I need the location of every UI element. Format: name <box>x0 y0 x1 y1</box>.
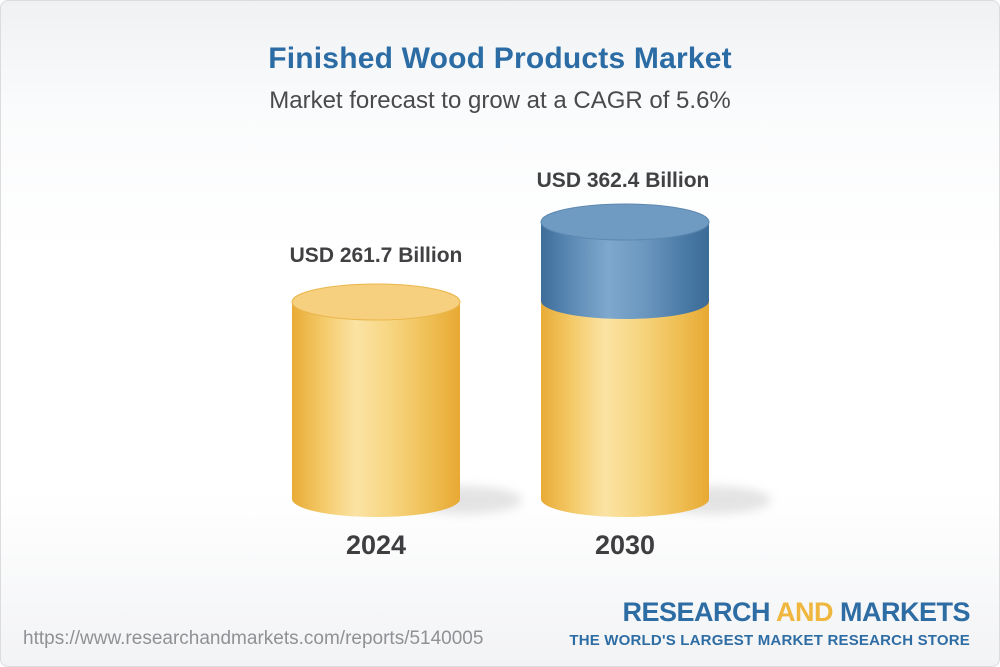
bar-2030-category-label: 2030 <box>594 530 656 560</box>
bar-2024-category-label: 2024 <box>345 530 407 560</box>
logo-word-research: RESEARCH <box>622 597 770 627</box>
bar-2024-cylinder-side <box>292 302 460 517</box>
report-url: https://www.researchandmarkets.com/repor… <box>23 628 484 649</box>
logo-wordmark: RESEARCH AND MARKETS <box>569 599 970 626</box>
logo-tagline: THE WORLD'S LARGEST MARKET RESEARCH STOR… <box>569 632 970 649</box>
logo-word-and: AND <box>775 597 834 627</box>
bar-2024-value-label: USD 261.7 Billion <box>289 244 463 267</box>
chart-subtitle: Market forecast to grow at a CAGR of 5.6… <box>269 87 731 114</box>
bar-2030-value-label: USD 362.4 Billion <box>536 169 710 192</box>
bar-2030-growth-segment <box>541 222 709 319</box>
bar-2024-cylinder-top <box>291 283 461 321</box>
research-and-markets-logo: RESEARCH AND MARKETS THE WORLD'S LARGEST… <box>569 599 970 649</box>
chart-title: Finished Wood Products Market <box>268 42 732 75</box>
logo-word-markets: MARKETS <box>840 597 971 627</box>
bar-2030-base-segment <box>541 285 709 517</box>
bar-2030-cylinder-top <box>540 203 710 241</box>
